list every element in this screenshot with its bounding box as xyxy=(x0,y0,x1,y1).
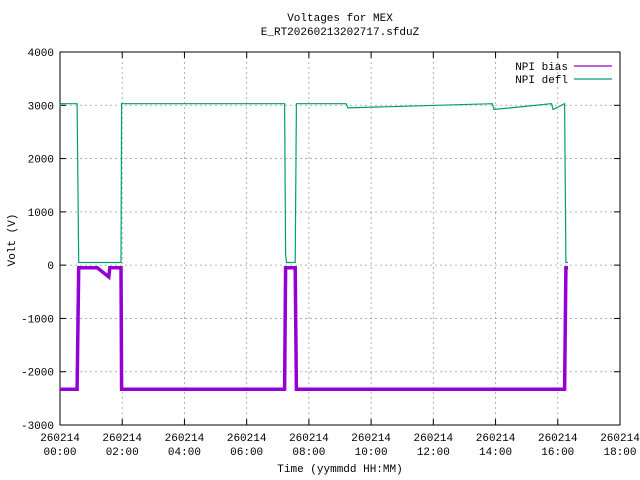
x-tick-label: 260214 06:00 xyxy=(227,433,267,459)
x-tick-label: 260214 04:00 xyxy=(165,433,205,459)
data-line xyxy=(59,102,568,264)
x-tick-label: 260214 10:00 xyxy=(351,433,391,459)
y-tick-label: 4000 xyxy=(28,48,54,60)
x-tick-label: 260214 08:00 xyxy=(289,433,329,459)
y-tick-label: 1000 xyxy=(28,208,54,220)
x-tick-label: 260214 00:00 xyxy=(40,433,80,459)
y-tick-label: 2000 xyxy=(28,155,54,167)
y-tick-label: 0 xyxy=(47,261,54,273)
y-tick-label: -1000 xyxy=(21,314,54,326)
x-tick-label: 260214 12:00 xyxy=(414,433,454,459)
x-tick-label: 260214 16:00 xyxy=(538,433,578,459)
legend-label: NPI defl xyxy=(515,75,568,87)
legend-label: NPI bias xyxy=(515,62,568,74)
y-tick-label: -2000 xyxy=(21,368,54,380)
y-tick-label: -3000 xyxy=(21,421,54,433)
x-tick-label: 260214 02:00 xyxy=(102,433,142,459)
x-axis-label: Time (yymmdd HH:MM) xyxy=(277,464,402,476)
x-tick-label: 260214 18:00 xyxy=(600,433,640,459)
y-tick-label: 3000 xyxy=(28,101,54,113)
y-axis-label: Volt (V) xyxy=(7,214,19,267)
x-tick-label: 260214 14:00 xyxy=(476,433,516,459)
data-line xyxy=(60,266,568,392)
chart-subtitle: E_RT20260213202717.sfduZ xyxy=(261,27,420,39)
plot-frame xyxy=(59,51,621,426)
chart-title: Voltages for MEX xyxy=(287,13,393,25)
